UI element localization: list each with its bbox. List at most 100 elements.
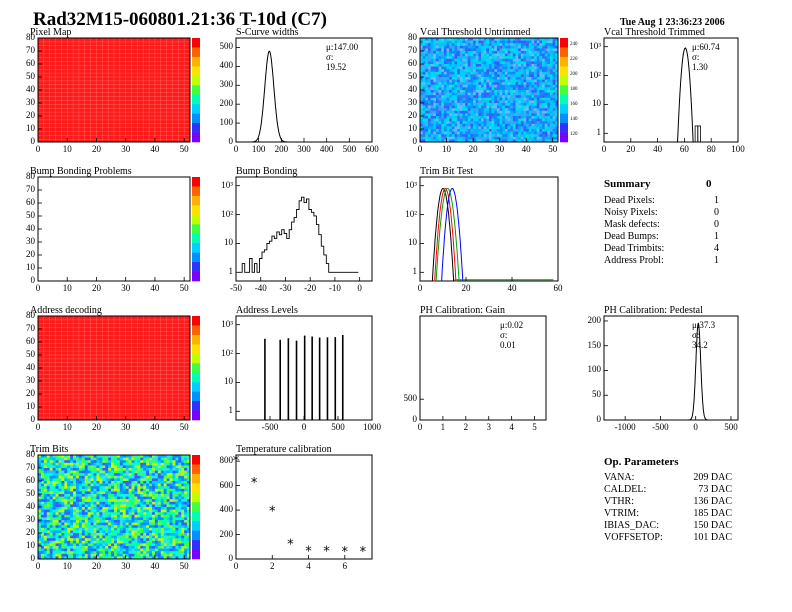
plot-title: PH Calibration: Pedestal (604, 305, 703, 316)
x-tick-label: 20 (91, 283, 101, 293)
y-tick-label: 10³ (221, 318, 233, 329)
x-tick-label: 40 (521, 144, 531, 154)
summary-value: 0 (714, 207, 719, 218)
op-params-title: Op. Parameters (604, 456, 679, 468)
summary-value: 1 (714, 255, 719, 266)
x-tick-label: 300 (297, 144, 311, 154)
summary-label: Dead Trimbits: (604, 243, 665, 254)
op-param-value: 101 DAC (693, 532, 732, 543)
summary-value: 4 (714, 243, 719, 254)
x-tick-label: 600 (365, 144, 379, 154)
op-param-value: 150 DAC (693, 520, 732, 531)
summary-title: Summary (604, 178, 651, 190)
x-tick-label: 30 (121, 422, 131, 432)
stat-line: σ: 19.52 (326, 52, 347, 72)
y-tick-label: 0 (412, 136, 418, 146)
x-tick-label: 20 (91, 561, 101, 571)
x-tick-label: 2 (270, 561, 275, 571)
y-tick-label: 0 (596, 414, 602, 424)
data-point: * (342, 545, 349, 560)
histogram-bin (697, 125, 701, 143)
trim-series (431, 187, 455, 282)
x-tick-label: 1 (440, 422, 446, 432)
y-tick-label: 40 (26, 223, 35, 233)
data-point: * (287, 537, 294, 552)
y-tick-label: 50 (26, 71, 35, 81)
z-tick-label: 200 (570, 72, 578, 77)
x-tick-label: 20 (626, 144, 636, 154)
x-tick-label: 0 (35, 144, 41, 154)
y-tick-label: 10² (221, 208, 233, 219)
y-tick-label: 10 (26, 540, 35, 550)
x-tick-label: 40 (653, 144, 663, 154)
x-tick-label: -500 (261, 422, 279, 432)
x-tick-label: 80 (706, 144, 716, 154)
histogram-line (248, 50, 290, 143)
y-tick-label: 50 (26, 349, 35, 359)
y-tick-label: 10³ (589, 40, 601, 51)
y-tick-label: 40 (26, 501, 35, 511)
page-title: Rad32M15-060801.21:36 T-10d (C7) (33, 9, 327, 30)
heatmap-cells (37, 315, 190, 420)
heatmap-cells (420, 38, 559, 143)
y-tick-label: 80 (26, 310, 35, 320)
z-tick-label: 160 (570, 102, 578, 107)
x-tick-label: 0 (601, 144, 607, 154)
y-tick-label: 0 (30, 275, 36, 285)
y-tick-label: 80 (408, 32, 417, 42)
z-tick-label: 180 (570, 87, 578, 92)
timestamp: Tue Aug 1 23:36:23 2006 (620, 17, 725, 28)
x-tick-label: 50 (179, 561, 189, 571)
y-tick-label: 10 (408, 123, 417, 133)
x-tick-label: 10 (62, 561, 72, 571)
x-tick-label: 100 (251, 144, 266, 154)
x-tick-label: 500 (331, 422, 345, 432)
y-tick-label: 70 (26, 323, 35, 333)
x-tick-label: 0 (35, 422, 41, 432)
x-tick-label: 20 (91, 144, 101, 154)
data-point: * (251, 476, 258, 491)
histogram-line (687, 322, 710, 421)
plot-title: Address decoding (30, 305, 102, 316)
x-tick-label: 200 (274, 144, 289, 154)
y-tick-label: 500 (219, 41, 234, 52)
x-tick-label: 500 (724, 422, 738, 432)
y-tick-label: 400 (219, 60, 234, 71)
plot-title: Trim Bits (30, 444, 69, 455)
x-tick-label: 4 (306, 561, 311, 571)
trim-series (435, 188, 460, 282)
y-tick-label: 1 (412, 266, 418, 277)
y-tick-label: 10³ (405, 179, 417, 190)
op-param-value: 185 DAC (693, 508, 732, 519)
y-tick-label: 40 (408, 84, 417, 94)
stat-line: σ: 0.01 (500, 330, 516, 350)
x-tick-label: 0 (417, 422, 423, 432)
color-palette (192, 38, 200, 143)
x-tick-label: 0 (417, 144, 423, 154)
y-tick-label: 50 (408, 71, 417, 81)
y-tick-label: 1 (228, 266, 234, 277)
y-tick-label: 10 (592, 98, 601, 109)
x-tick-label: -500 (652, 422, 669, 432)
x-tick-label: 3 (486, 422, 491, 432)
x-tick-label: -40 (254, 283, 267, 293)
y-tick-label: 70 (408, 45, 417, 55)
plot-title: S-Curve widths (236, 27, 299, 38)
y-tick-label: 10 (26, 262, 35, 272)
op-param-label: VOFFSETOP: (604, 532, 663, 543)
series (239, 196, 359, 282)
y-tick-label: 60 (408, 58, 417, 68)
data-point: * (269, 504, 276, 519)
series (264, 334, 344, 420)
x-tick-label: 6 (342, 561, 348, 571)
x-tick-label: 30 (121, 283, 131, 293)
color-palette (192, 177, 200, 282)
y-tick-label: 60 (26, 58, 35, 68)
y-tick-label: 10² (589, 69, 601, 80)
x-tick-label: 0 (233, 144, 239, 154)
